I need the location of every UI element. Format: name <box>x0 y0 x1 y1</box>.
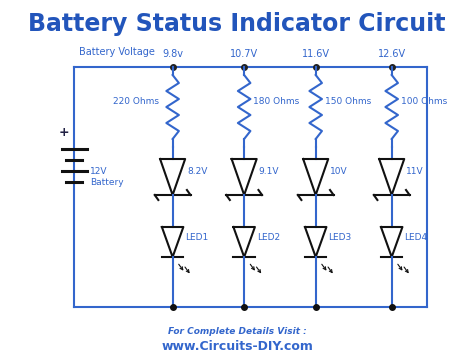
Text: 9.1V: 9.1V <box>258 168 279 177</box>
Text: 100 Ohms: 100 Ohms <box>401 97 447 106</box>
Text: 220 Ohms: 220 Ohms <box>113 97 159 106</box>
Text: +: + <box>58 126 69 139</box>
Text: 11V: 11V <box>406 168 424 177</box>
Text: 10V: 10V <box>330 168 347 177</box>
Text: 150 Ohms: 150 Ohms <box>325 97 371 106</box>
Text: LED3: LED3 <box>328 232 351 241</box>
Text: For Complete Details Visit :: For Complete Details Visit : <box>168 328 306 337</box>
Text: LED1: LED1 <box>185 232 209 241</box>
Text: 12V
Battery: 12V Battery <box>91 167 124 187</box>
Text: 11.6V: 11.6V <box>301 49 330 59</box>
Text: 8.2V: 8.2V <box>187 168 207 177</box>
Text: LED2: LED2 <box>257 232 280 241</box>
Text: LED4: LED4 <box>404 232 428 241</box>
Text: Battery Status Indicator Circuit: Battery Status Indicator Circuit <box>28 12 446 36</box>
Text: 12.6V: 12.6V <box>378 49 406 59</box>
Text: 9.8v: 9.8v <box>162 49 183 59</box>
Text: 180 Ohms: 180 Ohms <box>253 97 300 106</box>
Text: 10.7V: 10.7V <box>230 49 258 59</box>
Text: www.Circuits-DIY.com: www.Circuits-DIY.com <box>161 340 313 353</box>
Text: Battery Voltage: Battery Voltage <box>79 47 155 57</box>
